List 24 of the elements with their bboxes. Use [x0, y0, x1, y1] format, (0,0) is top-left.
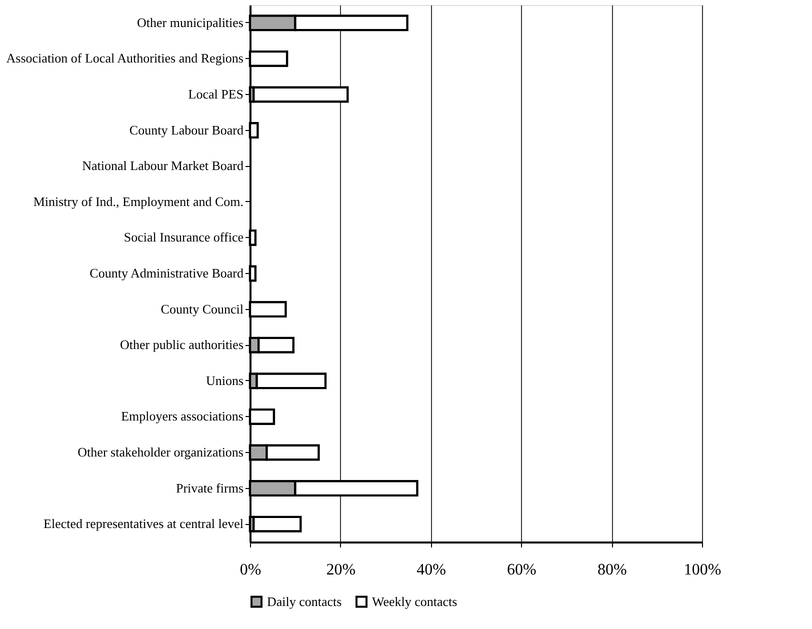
- y-tick-label: Unions: [206, 372, 244, 388]
- x-tick-label: 40%: [416, 562, 446, 578]
- y-tick-label: Other stakeholder organizations: [78, 444, 244, 460]
- y-tick-label: Ministry of Ind., Employment and Com.: [33, 194, 244, 209]
- x-tick-label: 0%: [240, 562, 262, 578]
- y-tick-label: Other public authorities: [120, 337, 244, 352]
- y-tick-label: National Labour Market Board: [82, 158, 244, 174]
- bar: [252, 516, 302, 532]
- y-tick-label: County Council: [160, 301, 244, 316]
- y-tick-label: Private firms: [176, 480, 244, 496]
- y-tick-label: County Labour Board: [129, 122, 244, 138]
- y-tick-label: Elected representatives at central level: [44, 516, 244, 532]
- x-tick-label: 60%: [507, 562, 536, 578]
- y-tick-label: County Administrative Board: [90, 266, 244, 280]
- x-tick-label: 100%: [684, 562, 722, 578]
- y-tick-label: Employers associations: [121, 408, 244, 424]
- y-tick-label: Local PES: [188, 86, 244, 102]
- x-tick-label: 20%: [326, 562, 356, 578]
- y-tick-label: Other municipalities: [136, 14, 244, 30]
- legend-label: Weekly contacts: [372, 594, 458, 609]
- x-tick-label: 80%: [597, 562, 627, 578]
- y-tick-label: Social Insurance office: [124, 230, 244, 245]
- y-tick-label: Association of Local Authorities and Regions: [6, 50, 244, 66]
- legend-label: Daily contacts: [267, 594, 342, 609]
